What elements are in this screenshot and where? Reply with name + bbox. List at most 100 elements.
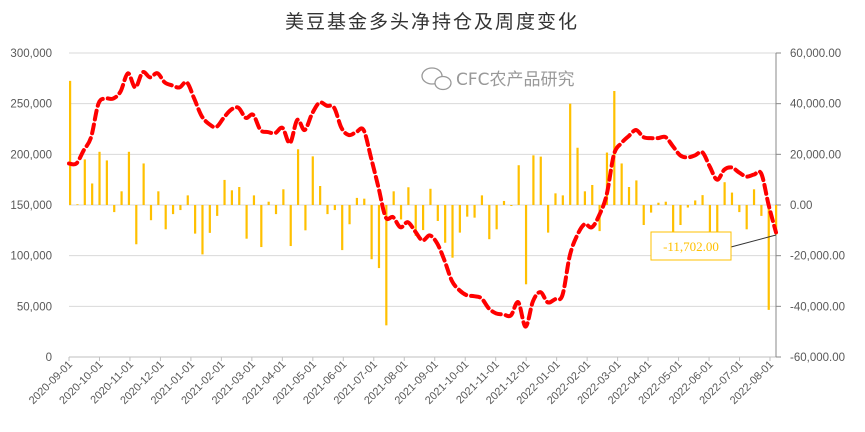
- bar: [238, 187, 241, 205]
- bar: [377, 205, 381, 269]
- bar: [775, 205, 778, 235]
- bar: [245, 205, 248, 239]
- bar: [105, 160, 108, 205]
- bar: [113, 205, 116, 213]
- bar: [296, 149, 300, 205]
- annotation-label: -11,702.00: [663, 239, 719, 254]
- bar: [282, 189, 285, 205]
- left-tick-label: 100,000: [10, 251, 52, 263]
- bar: [98, 151, 101, 205]
- bar: [760, 205, 763, 216]
- bar: [208, 205, 211, 233]
- bar: [157, 191, 160, 205]
- right-axis: -60,000.00 -40,000.00 -20,000.00 0.00 20,000…: [775, 48, 845, 364]
- bar: [679, 205, 682, 226]
- wechat-icon: [421, 67, 452, 91]
- bar: [510, 205, 513, 207]
- bar: [399, 205, 403, 220]
- bar: [385, 205, 388, 326]
- bar: [605, 152, 609, 205]
- bar: [319, 186, 322, 205]
- bar: [561, 195, 564, 205]
- bar: [708, 205, 712, 240]
- bar: [252, 195, 256, 205]
- bar: [767, 205, 770, 310]
- bar: [701, 195, 704, 205]
- left-tick-label: 300,000: [10, 48, 52, 60]
- bar: [752, 189, 756, 205]
- bar: [451, 205, 454, 258]
- bar: [730, 192, 734, 205]
- right-tick-label: 20,000.00: [790, 149, 841, 161]
- bar: [186, 195, 189, 205]
- bar: [230, 190, 233, 205]
- right-tick-label: -20,000.00: [790, 251, 845, 263]
- bar: [216, 205, 219, 216]
- bar: [194, 205, 197, 234]
- bar: [363, 198, 366, 205]
- bar: [76, 204, 79, 206]
- watermark-text: CFC农产品研究: [456, 70, 575, 90]
- left-tick-label: 250,000: [10, 99, 52, 111]
- bar: [260, 205, 263, 248]
- bar: [392, 191, 395, 205]
- bar: [444, 205, 447, 243]
- bar: [407, 187, 410, 205]
- bar: [267, 201, 270, 205]
- bar: [466, 205, 469, 217]
- line-series: [67, 70, 778, 329]
- left-tick-label: 0: [46, 352, 52, 364]
- bar: [274, 205, 278, 215]
- bar: [311, 156, 314, 205]
- bar: [591, 184, 594, 205]
- bar: [620, 163, 623, 205]
- bar: [613, 91, 616, 205]
- bar: [517, 165, 520, 205]
- bar: [326, 205, 329, 215]
- right-tick-label: 0.00: [790, 200, 812, 212]
- bar: [524, 205, 528, 285]
- bar: [694, 200, 697, 205]
- bar: [91, 183, 94, 205]
- bar: [657, 202, 660, 205]
- bar: [341, 205, 344, 251]
- bar: [223, 179, 226, 205]
- bar: [135, 205, 138, 245]
- right-tick-label: -40,000.00: [790, 301, 845, 313]
- bar: [289, 205, 292, 247]
- left-axis: 0 50,000 100,000 150,000 200,000 250,000 300,0…: [10, 48, 52, 364]
- bar: [127, 151, 131, 205]
- bar: [304, 205, 307, 231]
- bar: [686, 205, 689, 208]
- bar: [723, 182, 726, 205]
- bar: [569, 103, 572, 205]
- bar: [502, 200, 506, 205]
- left-tick-label: 50,000: [17, 301, 52, 313]
- bar: [576, 147, 579, 205]
- line-path: [67, 70, 778, 329]
- bar: [583, 191, 586, 205]
- bar: [547, 205, 550, 233]
- bar: [539, 156, 542, 205]
- bar: [149, 205, 153, 221]
- x-axis: 2020-09-012020-10-012020-11-012020-12-01…: [27, 357, 776, 407]
- bar: [649, 205, 653, 213]
- bar: [672, 205, 675, 237]
- bar: [738, 205, 741, 213]
- bar: [164, 205, 167, 230]
- bar: [83, 159, 86, 205]
- bar: [436, 205, 439, 221]
- bar: [554, 193, 557, 205]
- bar: [348, 205, 351, 225]
- bar: [635, 180, 638, 205]
- bar: [142, 163, 145, 205]
- annotation-box: [650, 231, 732, 261]
- bar: [664, 201, 667, 205]
- left-tick-label: 150,000: [10, 200, 52, 212]
- right-tick-label: 60,000.00: [790, 48, 841, 60]
- bar: [495, 205, 498, 230]
- bar: [179, 205, 182, 211]
- bar: [488, 205, 491, 240]
- bar: [171, 205, 175, 215]
- bar: [69, 80, 72, 205]
